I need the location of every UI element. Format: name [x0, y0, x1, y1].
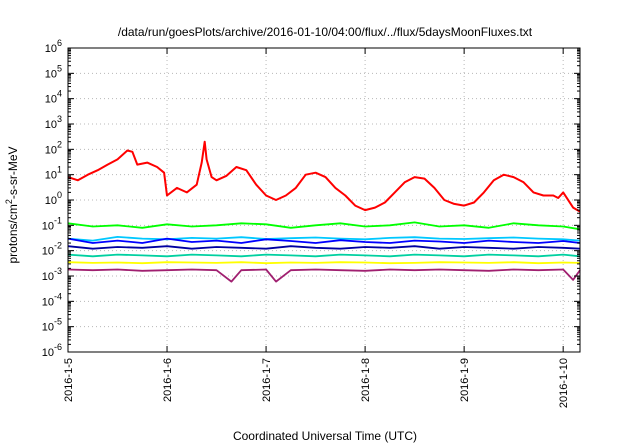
- y-tick-label: 10-5: [42, 317, 62, 334]
- y-tick-label-base: 10: [42, 296, 54, 308]
- y-tick-label: 10-6: [42, 342, 62, 359]
- y-tick-label-base: 10: [42, 271, 54, 283]
- y-tick-label-exponent: 0: [57, 190, 62, 200]
- series-line-3: [67, 235, 581, 242]
- y-tick-label-base: 10: [45, 195, 57, 207]
- y-tick-label-base: 10: [42, 322, 54, 334]
- x-tick-label: 2016-1-8: [360, 358, 372, 402]
- series-line-8: [67, 268, 581, 283]
- series-lines: [67, 140, 581, 283]
- y-tick-label-base: 10: [42, 246, 54, 258]
- series-line-4: [67, 237, 581, 244]
- axis-ticks: 10-610-510-410-310-210-11001011021031041…: [42, 38, 580, 408]
- y-tick-label-exponent: -1: [54, 215, 62, 225]
- y-axis-label-superscript: 2: [4, 199, 14, 204]
- y-tick-label-base: 10: [45, 43, 57, 55]
- series-line-5: [67, 245, 581, 250]
- y-axis-label-part-3: -s-sr-MeV: [6, 146, 20, 199]
- y-tick-label-base: 10: [45, 119, 57, 131]
- y-tick-label-base: 10: [42, 220, 54, 232]
- x-tick-label: 2016-1-5: [63, 358, 75, 402]
- y-tick-label-base: 10: [42, 347, 54, 359]
- y-tick-label: 10-4: [42, 291, 62, 308]
- series-line-7: [67, 261, 581, 265]
- x-tick-label: 2016-1-7: [261, 358, 273, 402]
- series-line-1: [67, 140, 581, 213]
- y-axis-label-part-1: protons/cm: [6, 204, 20, 263]
- y-tick-label: 10-2: [42, 241, 62, 258]
- y-tick-label: 100: [45, 190, 62, 207]
- y-tick-label-base: 10: [45, 94, 57, 106]
- grid-lines: [67, 48, 580, 352]
- y-tick-label-exponent: 1: [57, 165, 62, 175]
- y-tick-label: 105: [45, 63, 62, 80]
- y-tick-label: 104: [45, 89, 62, 106]
- y-tick-label: 106: [45, 38, 62, 55]
- y-tick-label-exponent: 6: [57, 38, 62, 48]
- x-tick-label: 2016-1-10: [558, 358, 570, 408]
- y-axis-label: protons/cm2-s-sr-MeV: [4, 146, 20, 263]
- chart-title: /data/run/goesPlots/archive/2016-01-10/0…: [118, 25, 533, 39]
- x-axis-label: Coordinated Universal Time (UTC): [233, 429, 417, 443]
- y-tick-label-exponent: 4: [57, 89, 62, 99]
- y-tick-label: 10-3: [42, 266, 62, 283]
- x-tick-label: 2016-1-9: [459, 358, 471, 402]
- x-tick-label: 2016-1-6: [162, 358, 174, 402]
- y-tick-label-base: 10: [45, 170, 57, 182]
- y-tick-label-base: 10: [45, 144, 57, 156]
- y-tick-label: 101: [45, 165, 62, 182]
- y-tick-label: 103: [45, 114, 62, 131]
- series-line-2: [67, 221, 581, 231]
- y-tick-label: 102: [45, 139, 62, 156]
- y-tick-label-exponent: -5: [54, 317, 62, 327]
- y-tick-label-base: 10: [45, 68, 57, 80]
- y-tick-label-exponent: -3: [54, 266, 62, 276]
- series-line-6: [67, 253, 581, 258]
- y-tick-label-exponent: 2: [57, 139, 62, 149]
- y-tick-label-exponent: 5: [57, 63, 62, 73]
- y-tick-label-exponent: -6: [54, 342, 62, 352]
- y-tick-label-exponent: -4: [54, 291, 62, 301]
- y-tick-label: 10-1: [42, 215, 62, 232]
- y-tick-label-exponent: 3: [57, 114, 62, 124]
- y-tick-label-exponent: -2: [54, 241, 62, 251]
